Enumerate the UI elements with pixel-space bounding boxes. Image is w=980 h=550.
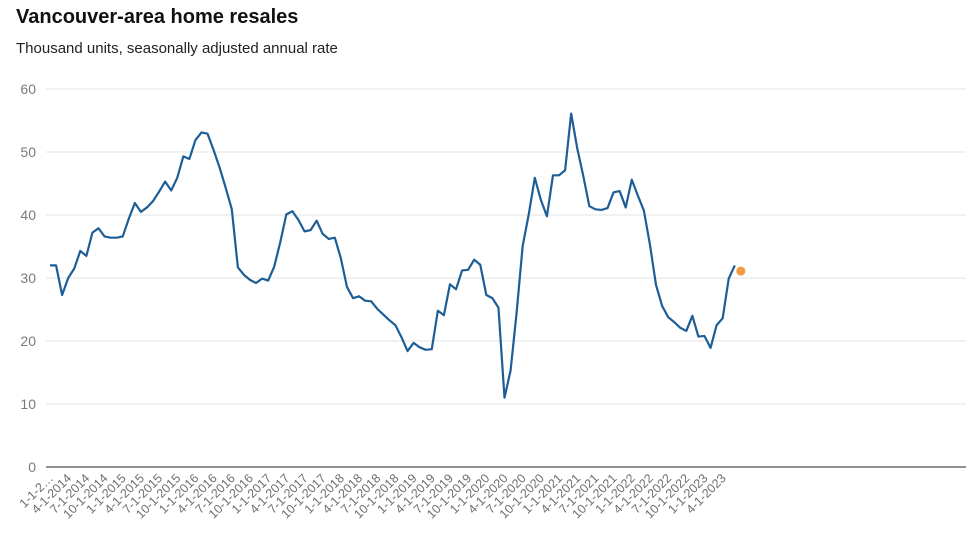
y-tick-label: 50 xyxy=(20,144,36,160)
series-layer xyxy=(50,112,746,399)
y-tick-label: 10 xyxy=(20,396,36,412)
y-tick-label: 60 xyxy=(20,81,36,97)
x-axis-ticks: 1-1-2…4-1-20147-1-201410-1-20141-1-20154… xyxy=(17,471,729,521)
y-tick-label: 0 xyxy=(28,459,36,475)
y-tick-label: 20 xyxy=(20,333,36,349)
y-tick-label: 40 xyxy=(20,207,36,223)
chart-title: Vancouver-area home resales xyxy=(16,6,299,28)
series-line xyxy=(50,112,736,399)
y-tick-label: 30 xyxy=(20,270,36,286)
highlight-point xyxy=(736,266,746,276)
gridlines xyxy=(46,88,966,468)
y-axis-ticks: 0 10 20 30 40 50 60 xyxy=(20,81,36,475)
chart-subtitle: Thousand units, seasonally adjusted annu… xyxy=(16,40,338,57)
